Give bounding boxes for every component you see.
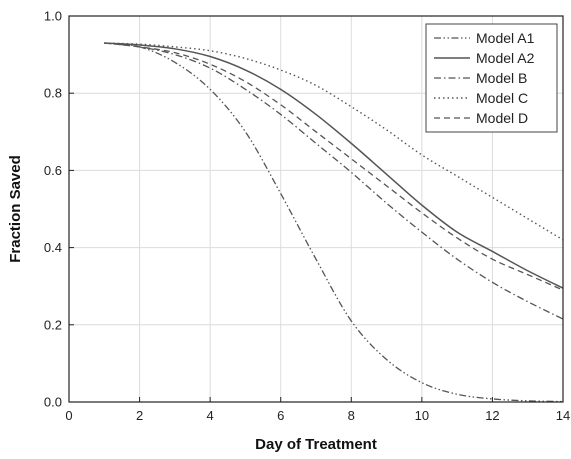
series-lines (104, 42, 564, 403)
series-line-1 (104, 42, 564, 403)
y-tick-label: 0.0 (44, 395, 62, 410)
x-tick-label: 12 (485, 408, 499, 423)
x-tick-label: 14 (556, 408, 570, 423)
series-line-5 (104, 42, 564, 291)
y-tick-label: 0.8 (44, 86, 62, 101)
y-tick-label: 0.6 (44, 163, 62, 178)
series-line-4 (104, 42, 564, 241)
x-tick-label: 8 (348, 408, 355, 423)
x-tick-label: 2 (136, 408, 143, 423)
series-line-3 (104, 42, 564, 320)
legend-label: Model A2 (476, 50, 535, 66)
legend-label: Model A1 (476, 30, 535, 46)
legend-label: Model C (476, 90, 528, 106)
x-tick-label: 0 (65, 408, 72, 423)
y-tick-label: 0.4 (44, 240, 62, 255)
legend: Model A1 Model A2 Model B Model C Model D (425, 23, 558, 133)
axis-ticks: 0 2 4 6 8 10 12 14 0.0 0.2 0.4 0.6 0.8 1.0 (44, 9, 570, 424)
y-tick-label: 0.2 (44, 317, 62, 332)
x-tick-label: 4 (207, 408, 214, 423)
x-tick-label: 6 (277, 408, 284, 423)
legend-label: Model D (476, 110, 528, 126)
legend-label: Model B (476, 70, 527, 86)
series-line-2 (104, 42, 564, 289)
x-axis-title: Day of Treatment (255, 436, 377, 453)
x-tick-label: 10 (415, 408, 429, 423)
plot-frame (68, 15, 564, 403)
y-axis-title: Fraction Saved (7, 155, 24, 263)
y-tick-label: 1.0 (44, 9, 62, 24)
legend-box (425, 23, 558, 133)
